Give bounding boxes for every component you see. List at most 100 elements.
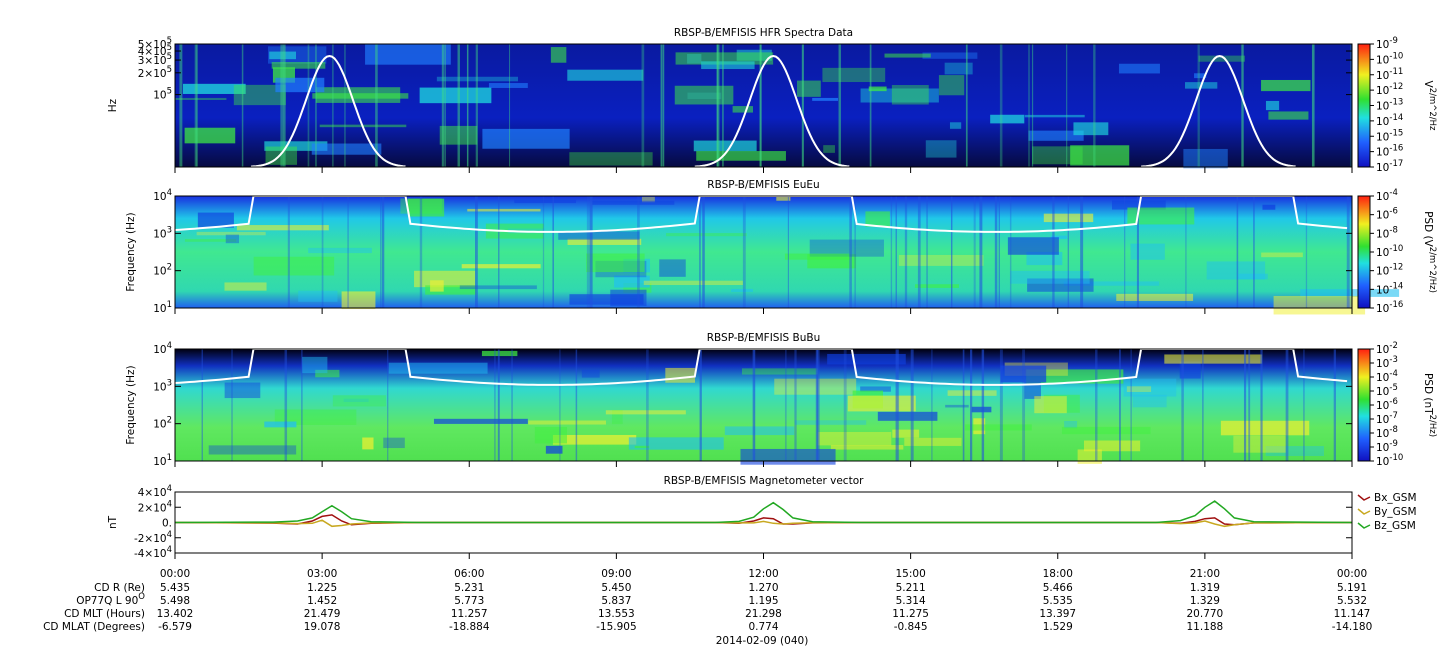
colorbar-tick-label: 10-12 [1376,82,1403,98]
spectrogram-streak [1181,349,1184,461]
colorbar-tick-label: 10-10 [1376,244,1403,260]
ephemeris-value: 1.529 [1043,621,1073,633]
spectrogram-patch [1043,213,1094,223]
spectrogram-patch [534,426,567,444]
spectrogram-streak [1093,44,1096,167]
y-axis-label: Hz [107,98,119,112]
spectrogram-streak [321,196,324,308]
ephemeris-value: 5.314 [896,595,926,607]
spectrogram-streak [910,349,914,461]
y-tick-label: 5×105 [138,36,172,52]
spectrogram-streak [979,196,983,308]
spectrogram-patch [693,140,757,152]
spectrogram-patch [827,353,906,365]
spectrogram-patch [898,254,984,266]
spectrogram-streak [179,44,183,167]
spectrogram-patch [610,289,647,307]
spectrogram-patch [1032,146,1083,165]
spectrogram-patch [1300,289,1400,297]
ephemeris-value: 0.774 [748,621,778,633]
spectrogram-patch [1183,148,1228,169]
spectrogram-streak [950,196,953,308]
spectrogram-patch [741,368,819,375]
spectrogram-streak [890,196,893,308]
ephemeris-value: 13.397 [1039,608,1076,620]
spectrogram-streak [1253,196,1255,308]
spectrogram-streak [1028,44,1030,167]
spectrogram-patch [1118,63,1160,74]
spectrogram-patch [892,429,920,438]
spectrogram-patch [1063,281,1160,286]
spectrogram-streak [1095,349,1098,461]
y-axis-label: nT [107,515,119,529]
spectrogram-patch [308,247,372,254]
x-tick-label: 21:00 [1190,568,1220,580]
spectrogram-patch [301,356,328,374]
ephemeris-value: 5.773 [454,595,484,607]
ephemeris-value: 11.188 [1187,621,1224,633]
spectrogram-patch [311,143,382,155]
spectrogram-patch [1220,420,1310,436]
spectrogram-patch [1077,449,1102,464]
colorbar-tick-label: 10-12 [1376,262,1403,278]
spectrogram-streak [542,196,545,308]
ephemeris-value: 13.553 [598,608,635,620]
panel-title: RBSP-B/EMFISIS Magnetometer vector [664,475,865,487]
spectrogram-patch [1238,273,1268,280]
ephemeris-value: 1.319 [1190,582,1220,594]
spectrogram-streak [1119,349,1121,461]
colorbar-tick-label: 10-10 [1376,51,1403,67]
spectrogram-patch [253,256,335,276]
spectrogram-streak [307,44,310,167]
spectrogram-patch [425,285,477,295]
spectrogram-patch [1000,365,1047,383]
spectrogram-streak [475,44,478,167]
spectrogram-streak [816,349,820,461]
ephemeris-value: 11.147 [1334,608,1371,620]
spectrogram-streak [282,44,285,167]
legend-swatch [1357,522,1371,529]
spectrogram-streak [722,44,724,167]
spectrogram-patch [365,44,451,65]
spectrogram-streak [999,349,1003,461]
spectrogram-streak [716,44,720,167]
spectrogram-streak [194,44,198,167]
spectrogram-streak [998,196,1000,308]
spectrogram-streak [1303,349,1305,461]
spectrogram-streak [965,44,968,167]
spectrogram-patch [332,395,386,407]
legend-label: By_GSM [1374,506,1417,518]
spectrogram-patch [268,46,327,64]
spectrogram-patch [236,225,329,231]
spectrogram-patch [1024,382,1041,399]
spectrogram-streak [1197,44,1200,167]
y-tick-label: 102 [153,415,172,431]
spectrogram-patch [614,275,650,288]
colorbar [1357,195,1371,309]
spectrogram-streak [1248,349,1251,461]
y-tick-label: -4×104 [134,545,172,561]
ephemeris-value: 11.257 [451,608,488,620]
spectrogram-patch [812,97,839,101]
spectrogram-patch [611,410,623,425]
data-line [174,500,1353,524]
spectrogram-streak [509,44,511,167]
spectrogram-patch [776,196,791,201]
spectrogram-patch [567,69,644,81]
spectrogram-patch [1179,361,1201,379]
spectrogram-patch [990,114,1025,124]
plot-frame [174,43,1353,168]
y-tick-label: 4×105 [138,43,172,59]
y-tick-label: 3×105 [138,52,172,68]
spectrogram-patch [264,141,328,151]
spectrogram-patch [436,76,519,82]
spectrogram-patch [1233,435,1286,453]
colorbar-tick-label: 10-9 [1376,36,1398,52]
spectrogram-streak [1031,44,1034,167]
spectrogram-patch [915,284,959,288]
colorbar-tick-label: 10-8 [1376,225,1398,241]
spectrogram-streak [646,349,649,461]
spectrogram-patch [965,424,1032,431]
colorbar-tick-label: 10-15 [1376,128,1403,144]
